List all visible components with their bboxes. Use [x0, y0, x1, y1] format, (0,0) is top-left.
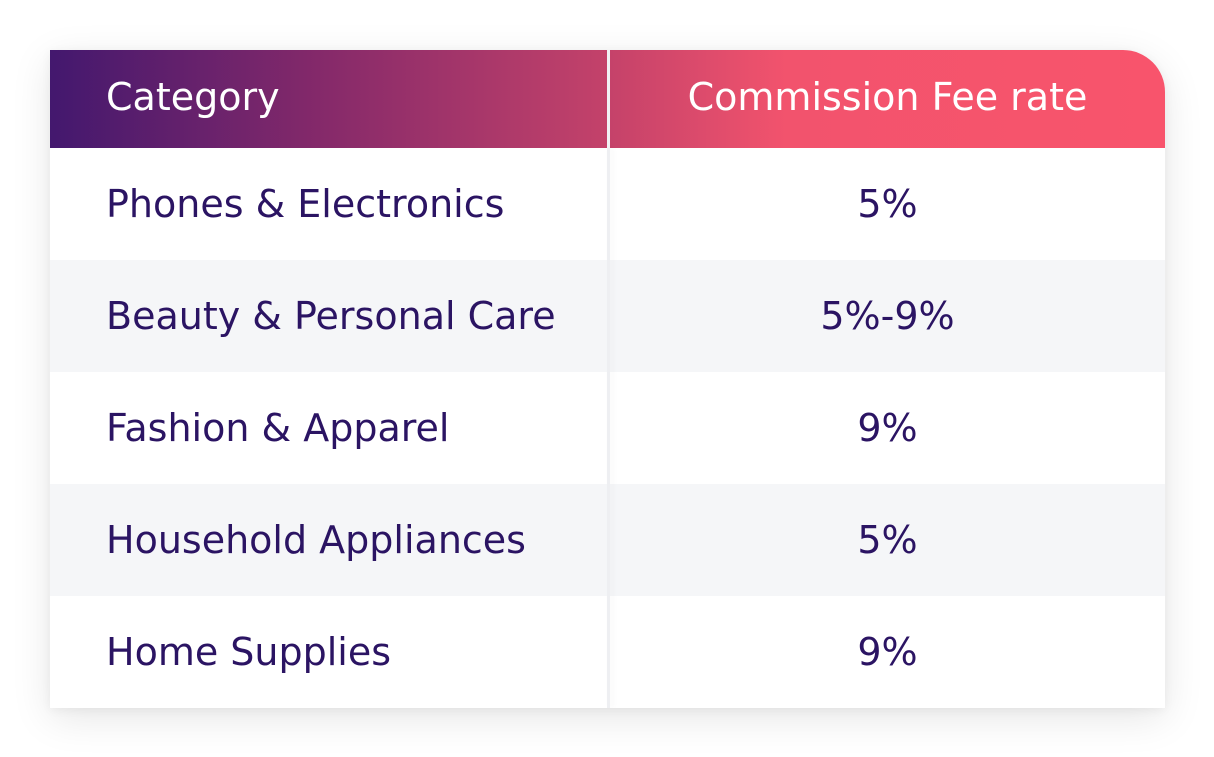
table-header: Category Commission Fee rate	[50, 50, 1165, 148]
header-category: Category	[106, 75, 280, 119]
rate-cell: 5%-9%	[820, 294, 955, 338]
category-cell: Home Supplies	[106, 630, 392, 674]
header-divider	[607, 50, 610, 148]
rate-cell: 5%	[857, 518, 918, 562]
category-cell: Fashion & Apparel	[106, 406, 450, 450]
rate-cell: 9%	[857, 630, 918, 674]
category-cell: Household Appliances	[106, 518, 526, 562]
category-cell: Beauty & Personal Care	[106, 294, 556, 338]
category-cell: Phones & Electronics	[106, 182, 505, 226]
commission-table: Category Commission Fee rate Phones & El…	[50, 50, 1165, 708]
column-divider	[607, 148, 610, 708]
rate-cell: 9%	[857, 406, 918, 450]
rate-cell: 5%	[857, 182, 918, 226]
header-commission-rate: Commission Fee rate	[687, 75, 1088, 119]
